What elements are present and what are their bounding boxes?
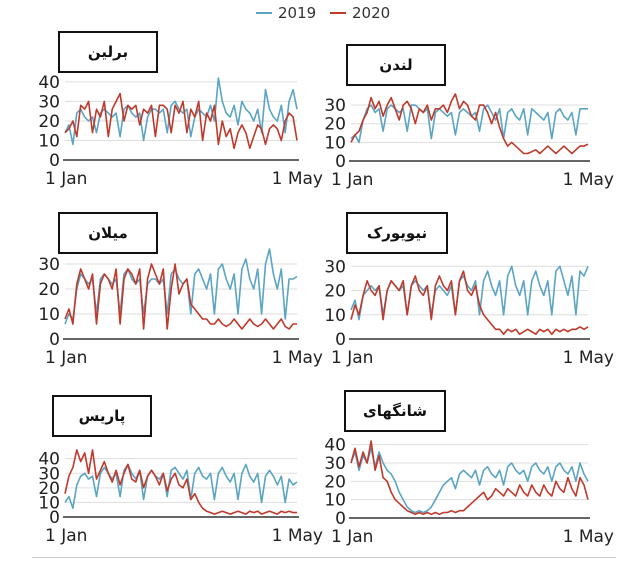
x-tick-label-newyork-start: 1 Jan bbox=[331, 348, 373, 368]
y-tick-label-newyork-0: 0 bbox=[335, 330, 346, 350]
y-tick-label-newyork-20: 20 bbox=[324, 282, 346, 302]
x-tick-label-milan-start: 1 Jan bbox=[45, 348, 87, 368]
series-line-milan-2020 bbox=[64, 263, 297, 330]
city-title-berlin: برلین bbox=[58, 31, 158, 73]
series-line-newyork-2020 bbox=[350, 270, 589, 336]
series-line-berlin-2020 bbox=[64, 92, 298, 150]
x-tick-label-shanghai-start: 1 Jan bbox=[331, 527, 373, 547]
y-tick-label-berlin-10: 10 bbox=[38, 131, 60, 151]
legend: 2019 2020 bbox=[0, 0, 644, 26]
y-tick-label-shanghai-30: 30 bbox=[324, 454, 346, 474]
y-tick-label-london-10: 10 bbox=[324, 133, 346, 153]
y-tick-label-berlin-30: 30 bbox=[38, 92, 60, 112]
y-tick-label-shanghai-10: 10 bbox=[324, 491, 346, 511]
series-line-berlin-2019 bbox=[64, 77, 298, 146]
legend-item-2020[interactable]: 2020 bbox=[330, 4, 390, 22]
x-tick-label-london-end: 1 May bbox=[563, 170, 614, 190]
y-tick-label-paris-40: 40 bbox=[38, 450, 60, 470]
series-line-shanghai-2020 bbox=[350, 440, 589, 516]
y-tick-label-milan-10: 10 bbox=[38, 305, 60, 325]
x-tick-label-milan-end: 1 May bbox=[272, 348, 323, 368]
legend-item-2019[interactable]: 2019 bbox=[256, 4, 316, 22]
y-tick-label-milan-20: 20 bbox=[38, 280, 60, 300]
bottom-divider bbox=[32, 557, 616, 558]
y-tick-label-milan-0: 0 bbox=[49, 330, 60, 350]
y-tick-label-paris-30: 30 bbox=[38, 464, 60, 484]
y-tick-label-milan-30: 30 bbox=[38, 255, 60, 275]
y-tick-label-newyork-30: 30 bbox=[324, 257, 346, 277]
city-title-paris: پاریس bbox=[52, 395, 152, 437]
x-tick-label-paris-start: 1 Jan bbox=[45, 526, 87, 546]
legend-swatch-2019 bbox=[256, 12, 272, 14]
city-title-milan: میلان bbox=[58, 212, 158, 254]
y-tick-label-london-0: 0 bbox=[335, 152, 346, 172]
y-tick-label-paris-0: 0 bbox=[49, 508, 60, 528]
y-tick-label-paris-20: 20 bbox=[38, 479, 60, 499]
series-line-shanghai-2019 bbox=[350, 447, 589, 514]
x-tick-label-berlin-start: 1 Jan bbox=[45, 169, 87, 189]
series-line-london-2020 bbox=[350, 93, 589, 155]
x-tick-label-paris-end: 1 May bbox=[272, 526, 323, 546]
y-tick-label-london-30: 30 bbox=[324, 96, 346, 116]
y-tick-label-paris-10: 10 bbox=[38, 493, 60, 513]
y-tick-label-shanghai-0: 0 bbox=[335, 509, 346, 529]
y-tick-label-london-20: 20 bbox=[324, 115, 346, 135]
series-line-paris-2019 bbox=[64, 463, 298, 510]
city-title-shanghai: شانگهای bbox=[344, 390, 446, 432]
x-tick-label-london-start: 1 Jan bbox=[331, 170, 373, 190]
x-tick-label-newyork-end: 1 May bbox=[563, 348, 614, 368]
legend-label-2020: 2020 bbox=[352, 4, 391, 22]
y-tick-label-berlin-0: 0 bbox=[49, 151, 60, 171]
series-line-london-2019 bbox=[350, 104, 588, 144]
x-tick-label-berlin-end: 1 May bbox=[272, 169, 323, 189]
y-tick-label-shanghai-40: 40 bbox=[324, 436, 346, 456]
y-tick-label-newyork-10: 10 bbox=[324, 306, 346, 326]
city-title-newyork: نیویورک bbox=[346, 212, 448, 254]
y-tick-label-berlin-20: 20 bbox=[38, 112, 60, 132]
y-tick-label-berlin-40: 40 bbox=[38, 73, 60, 93]
legend-swatch-2020 bbox=[330, 12, 346, 14]
y-tick-label-shanghai-20: 20 bbox=[324, 472, 346, 492]
city-title-london: لندن bbox=[346, 44, 446, 86]
series-line-paris-2020 bbox=[64, 449, 297, 515]
x-tick-label-shanghai-end: 1 May bbox=[563, 527, 614, 547]
legend-label-2019: 2019 bbox=[278, 4, 317, 22]
